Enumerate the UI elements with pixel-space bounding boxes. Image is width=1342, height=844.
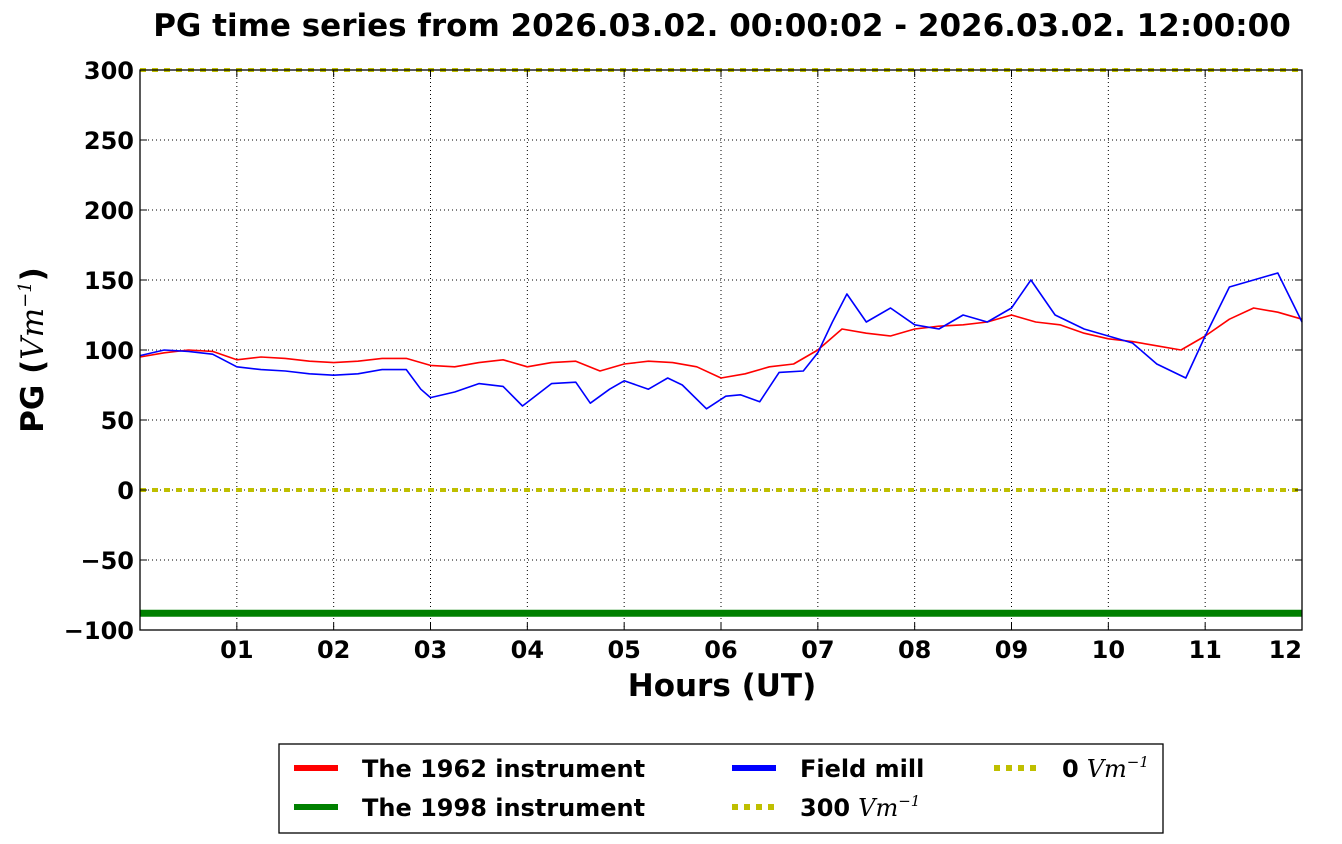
series-line-field-mill [139,272,1303,410]
y-axis-label-close: ) [15,267,51,281]
x-tick-label: 11 [1188,636,1221,664]
legend-0-exp: −1 [1127,753,1149,771]
svg-text:PG (Vm−1): PG (Vm−1) [15,267,51,433]
chart-title: PG time series from 2026.03.02. 00:00:02… [153,8,1291,44]
y-axis-label: PG (Vm−1) [15,267,51,433]
x-tick-label: 07 [801,636,834,664]
legend-label-0: 0 Vm−1 [1062,753,1149,783]
legend-label-300: 300 Vm−1 [800,792,920,822]
legend-300-exp: −1 [898,792,920,810]
legend-0-value: 0 [1062,755,1079,783]
x-tick-label: 05 [607,636,640,664]
y-tick-label: −50 [80,547,134,575]
series-lines [139,68,1303,617]
x-tick-label: 08 [898,636,931,664]
x-tick-label: 04 [511,636,544,664]
legend-label-1998: The 1998 instrument [362,794,645,822]
y-tick-label: 50 [101,407,134,435]
legend-label-1962: The 1962 instrument [362,755,645,783]
series-line-the-1962-instrument [139,307,1303,379]
x-tick-label: 06 [704,636,737,664]
x-axis-ticks: 01 02 03 04 05 06 07 08 09 10 11 12 [220,70,1303,664]
y-axis-label-exponent: −1 [15,281,36,308]
y-tick-label: 200 [84,197,134,225]
y-axis-label-unit: Vm [15,308,51,360]
y-tick-label: 0 [117,477,134,505]
y-tick-label: 250 [84,127,134,155]
legend-300-value: 300 [800,794,850,822]
y-tick-label: 300 [84,57,134,85]
x-tick-label: 01 [220,636,253,664]
legend-box [278,743,1164,834]
x-axis-label: Hours (UT) [628,668,817,704]
legend: The 1962 instrument The 1998 instrument … [278,743,1164,834]
legend-300-unit: Vm [858,794,898,822]
x-tick-label: 03 [414,636,447,664]
y-tick-label: 100 [84,337,134,365]
x-tick-label: 10 [1092,636,1125,664]
y-tick-label: −100 [64,617,134,645]
y-axis-ticks: −100 −50 0 50 100 150 200 250 300 [64,57,1302,645]
legend-0-unit: Vm [1087,755,1127,783]
legend-label-field-mill: Field mill [800,755,924,783]
y-axis-label-text: PG ( [15,360,51,433]
x-tick-label: 09 [995,636,1028,664]
x-tick-label: 02 [317,636,350,664]
grid [140,69,1303,631]
x-tick-label: 12 [1269,636,1302,664]
y-tick-label: 150 [84,267,134,295]
